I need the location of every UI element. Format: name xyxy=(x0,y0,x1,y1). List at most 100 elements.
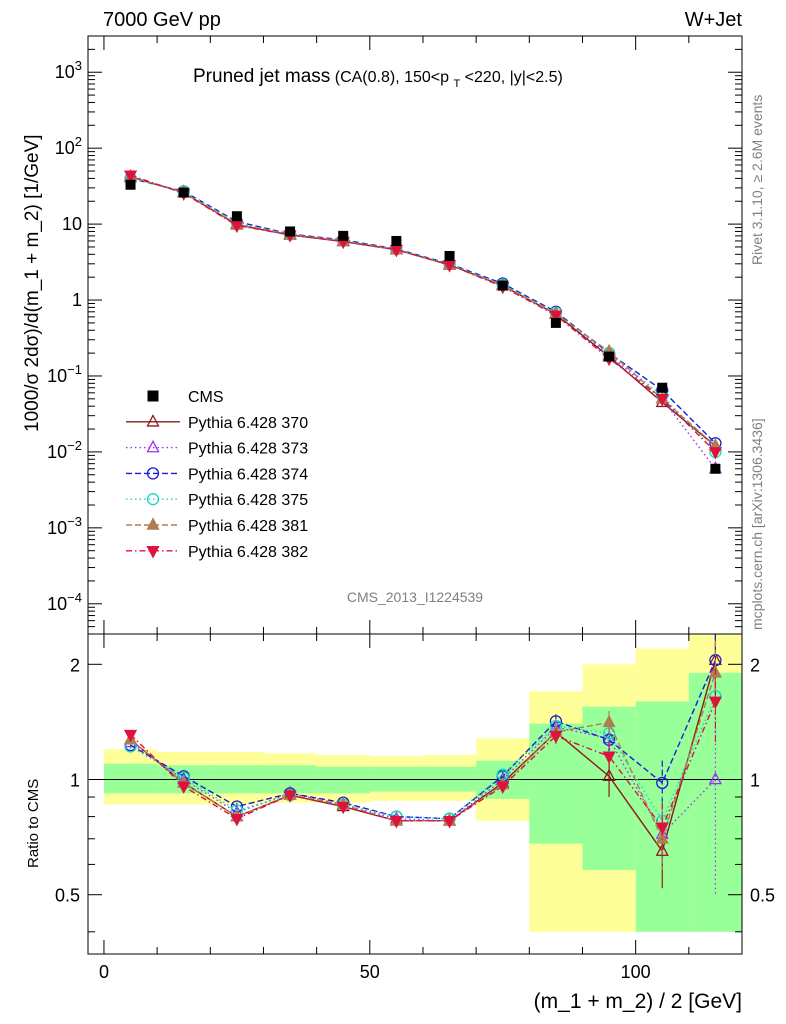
ratio-y-tick-label-left: 0.5 xyxy=(55,886,80,906)
y-axis-label-main: 1000/σ 2dσ)/d(m_1 + m_2) [1/GeV] xyxy=(22,134,43,432)
ratio-y-tick-label-right: 0.5 xyxy=(750,886,775,906)
tick-exponent: −4 xyxy=(67,590,82,605)
tick-base: 10 xyxy=(47,594,67,614)
series-2 xyxy=(124,172,722,450)
tick-exponent: 2 xyxy=(75,134,82,149)
legend-label: Pythia 6.428 381 xyxy=(188,518,308,535)
main-y-tick-label: 10 xyxy=(62,214,82,234)
tick-exponent: −1 xyxy=(67,362,82,377)
legend-marker xyxy=(146,439,160,453)
legend-marker xyxy=(146,467,160,480)
tick-base: 10 xyxy=(47,366,67,386)
ratio-point xyxy=(230,813,244,827)
ratio-point xyxy=(283,790,297,803)
series-point xyxy=(655,394,669,407)
tick-exponent: −3 xyxy=(67,514,82,529)
legend-label: Pythia 6.428 375 xyxy=(188,492,308,509)
x-axis-label: (m_1 + m_2) / 2 [GeV] xyxy=(534,990,742,1013)
title-sub-t: T xyxy=(453,78,460,90)
legend-marker xyxy=(147,390,159,402)
legend: CMS Pythia 6.428 370 Pythia 6.428 373 Pythi… xyxy=(126,389,308,561)
ratio-line xyxy=(130,701,717,829)
ratio-point xyxy=(177,781,191,795)
ratio-point xyxy=(602,714,616,728)
cms-data-point xyxy=(444,251,455,262)
legend-marker xyxy=(146,517,160,530)
series-point xyxy=(123,170,138,183)
header-right: W+Jet xyxy=(685,9,743,31)
cms-data-point xyxy=(338,230,349,241)
legend-entry: Pythia 6.428 381 xyxy=(126,517,308,535)
legend-marker xyxy=(146,414,160,427)
legend-marker xyxy=(146,493,160,506)
main-y-tick-label: 1 xyxy=(72,290,82,310)
ratio-frame xyxy=(87,633,743,955)
legend-entry: Pythia 6.428 370 xyxy=(126,414,308,432)
series-0 xyxy=(123,169,722,451)
ratio-point xyxy=(708,771,722,785)
tick-base: 10 xyxy=(55,62,75,82)
cms-data-point xyxy=(657,382,668,393)
cms-data-point xyxy=(285,226,296,237)
legend-entry: Pythia 6.428 374 xyxy=(126,466,308,483)
ratio-point xyxy=(602,768,616,781)
main-y-tick-label: 10−2 xyxy=(47,438,82,462)
ratio-marks xyxy=(123,634,722,895)
legend-label: CMS xyxy=(188,389,224,406)
main-x-ticks xyxy=(103,36,743,634)
analysis-watermark: CMS_2013_I1224539 xyxy=(347,589,483,605)
title-main: Pruned jet mass xyxy=(193,66,330,87)
mcplots-label: mcplots.cern.ch [arXiv:1306.3436] xyxy=(749,418,765,630)
cms-data xyxy=(125,179,721,474)
ratio-point xyxy=(442,816,457,829)
series-5 xyxy=(123,170,722,460)
series-point xyxy=(549,310,563,323)
legend-label: Pythia 6.428 374 xyxy=(188,466,308,483)
cms-data-point xyxy=(125,179,136,190)
legend-marker xyxy=(146,546,160,559)
main-y-tick-label: 103 xyxy=(55,58,82,82)
x-tick-label: 50 xyxy=(360,962,380,982)
tick-base: 10 xyxy=(55,138,75,158)
tick-base: 10 xyxy=(62,214,82,234)
series-line xyxy=(130,177,716,453)
tick-exponent: −2 xyxy=(67,438,82,453)
series-point xyxy=(708,447,722,460)
main-y-tick-label: 10−1 xyxy=(47,362,82,386)
cms-data-point xyxy=(710,463,721,474)
ratio-point xyxy=(655,822,669,836)
ratio-line xyxy=(130,672,717,841)
ratio-y-tick-label-left: 2 xyxy=(70,655,80,675)
rivet-label: Rivet 3.1.10, ≥ 2.6M events xyxy=(749,95,765,265)
series-line xyxy=(130,174,716,453)
ratio-point xyxy=(123,729,138,743)
ratio-bands xyxy=(103,634,742,932)
cms-data-point xyxy=(497,280,508,291)
ratio-point xyxy=(655,843,669,856)
chart-title: Pruned jet mass (CA(0.8), 150<p T <220, … xyxy=(193,66,563,91)
legend-entry: Pythia 6.428 375 xyxy=(126,492,308,509)
cms-data-point xyxy=(604,351,615,362)
main-y-tick-label: 10−3 xyxy=(47,514,82,538)
ratio-line xyxy=(130,726,716,836)
uncertainty-band-inner xyxy=(103,763,158,794)
ratio-point xyxy=(336,801,350,815)
uncertainty-band-inner xyxy=(316,766,370,794)
series-4 xyxy=(123,169,722,451)
ratio-line xyxy=(130,696,717,823)
ratio-y-tick-label-right: 2 xyxy=(750,655,760,675)
ratio-y-axis: 0.5 0.5 1 1 2 2 xyxy=(55,655,775,933)
ratio-point xyxy=(602,751,616,765)
main-y-tick-label: 102 xyxy=(55,134,82,158)
ratio-point xyxy=(389,816,403,829)
ratio-point xyxy=(549,731,563,744)
ratio-point xyxy=(656,776,669,790)
ratio-series-5 xyxy=(123,668,722,857)
main-y-tick-label: 10−4 xyxy=(47,590,82,614)
x-tick-label: 0 xyxy=(99,962,109,982)
ratio-point xyxy=(708,696,722,710)
main-marks xyxy=(123,169,722,474)
